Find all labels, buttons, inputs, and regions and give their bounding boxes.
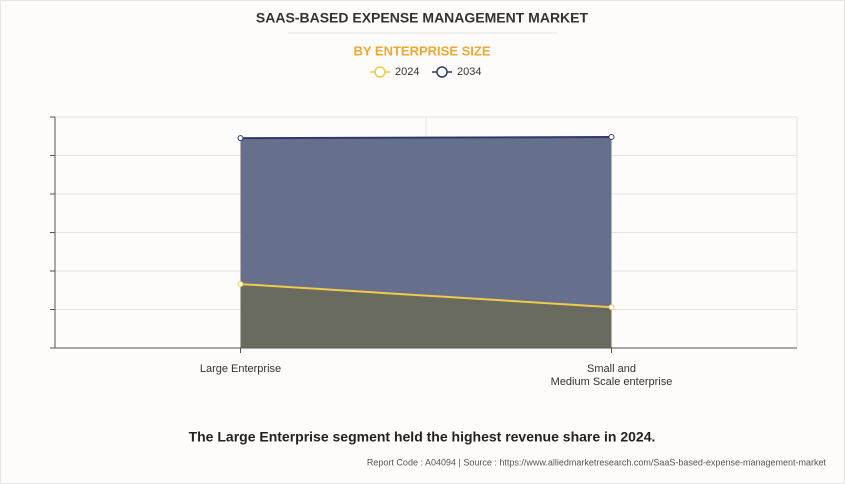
x-tick-label-line: Large Enterprise	[200, 363, 281, 375]
point	[608, 304, 615, 311]
area	[240, 284, 612, 348]
legend-label: 2024	[395, 66, 419, 78]
point	[237, 281, 244, 288]
point	[237, 135, 244, 142]
legend-marker	[436, 66, 448, 78]
x-tick-label-line: Medium Scale enterprise	[551, 376, 673, 388]
legend-label: 2034	[457, 66, 481, 78]
chart-subtitle: BY ENTERPRISE SIZE	[353, 43, 490, 58]
x-tick-label: Small and Medium Scale enterprise	[551, 363, 673, 388]
legend-marker	[374, 66, 386, 78]
caption: The Large Enterprise segment held the hi…	[189, 429, 656, 445]
point	[608, 134, 615, 141]
x-tick-label: Large Enterprise	[200, 363, 281, 375]
source: Report Code : A04094 | Source : https://…	[367, 457, 827, 467]
line	[240, 283, 612, 309]
chart-title: SAAS-BASED EXPENSE MANAGEMENT MARKET	[256, 10, 589, 26]
x-tick-label-line: Small and	[587, 363, 636, 375]
line	[240, 136, 612, 140]
